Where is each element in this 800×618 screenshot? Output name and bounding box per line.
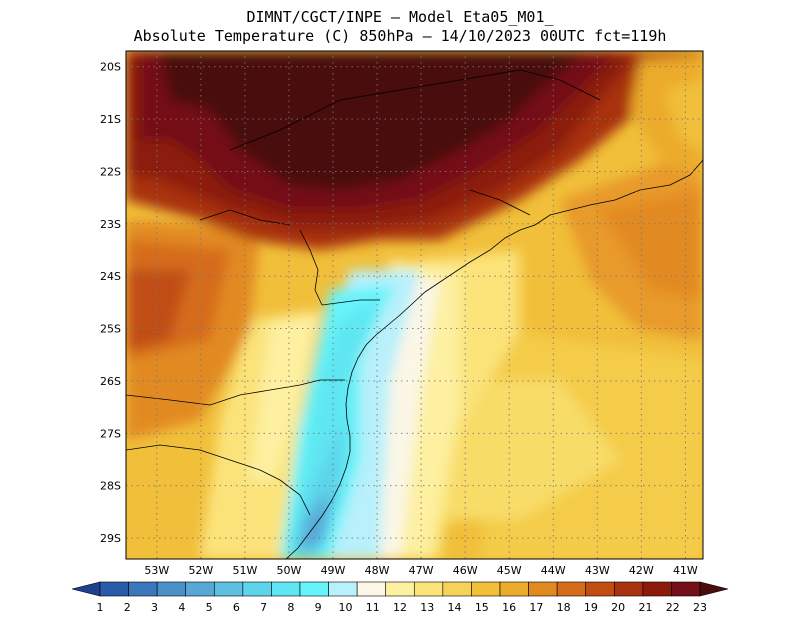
- colorbar-swatch: [499, 581, 529, 597]
- colorbar-label: 17: [529, 601, 543, 614]
- lat-tick-label: 26S: [100, 375, 121, 388]
- state-border-ms: [199, 209, 291, 226]
- colorbar-label: 21: [638, 601, 652, 614]
- colorbar-swatch: [385, 581, 415, 597]
- colorbar-swatch: [528, 581, 558, 597]
- colorbar-label: 13: [420, 601, 434, 614]
- lat-tick-label: 21S: [100, 113, 121, 126]
- colorbar-swatch: [442, 581, 472, 597]
- state-border-pr-sc: [126, 379, 345, 406]
- lon-tick-label: 41W: [673, 564, 698, 577]
- lat-tick-label: 29S: [100, 532, 121, 545]
- colorbar-label: 6: [233, 601, 240, 614]
- colorbar-label: 11: [366, 601, 380, 614]
- lat-tick-label: 24S: [100, 270, 121, 283]
- colorbar-label: 18: [557, 601, 571, 614]
- state-border-mg: [229, 69, 601, 151]
- colorbar-swatch: [128, 581, 158, 597]
- lat-tick-label: 23S: [100, 218, 121, 231]
- colorbar-swatch: [413, 581, 444, 597]
- colorbar-label: 20: [611, 601, 625, 614]
- colorbar-arrow-right: [699, 581, 729, 597]
- chart-title-line1: DIMNT/CGCT/INPE – Model Eta05_M01_: [246, 8, 554, 26]
- colorbar-label: 12: [393, 601, 407, 614]
- colorbar-label: 16: [502, 601, 516, 614]
- colorbar-swatch: [356, 581, 387, 597]
- colorbar-label: 22: [666, 601, 680, 614]
- colorbar-label: 1: [97, 601, 104, 614]
- colorbar-swatch: [213, 581, 244, 597]
- colorbar-swatch: [671, 581, 701, 597]
- colorbar-label: 7: [260, 601, 267, 614]
- colorbar-label: 9: [315, 601, 322, 614]
- colorbar-swatch: [156, 581, 187, 597]
- colorbar-swatch: [585, 581, 615, 597]
- colorbar-label: 10: [338, 601, 352, 614]
- colorbar-label: 19: [584, 601, 598, 614]
- axis-labels: 20S 21S 22S 23S 24S 25S 26S 27S 28S 29S 53W 52W 51W 5…: [100, 61, 698, 577]
- colorbar: 1 2 3 4 5 6 7 8 9 10 11 12 13 14 15 16 17 18 19 20 21 22 23: [71, 581, 729, 614]
- colorbar-swatch: [328, 581, 358, 597]
- lon-tick-label: 47W: [409, 564, 434, 577]
- colorbar-swatch: [99, 581, 129, 597]
- lat-tick-label: 20S: [100, 61, 121, 74]
- colorbar-label: 2: [124, 601, 131, 614]
- colorbar-label: 23: [693, 601, 707, 614]
- colorbar-label: 8: [287, 601, 294, 614]
- lon-tick-label: 43W: [585, 564, 610, 577]
- colorbar-label: 3: [151, 601, 158, 614]
- lat-tick-label: 25S: [100, 323, 121, 336]
- lat-tick-label: 22S: [100, 165, 121, 178]
- colorbar-swatch: [613, 581, 644, 597]
- lat-tick-label: 28S: [100, 480, 121, 493]
- colorbar-arrow-left: [71, 581, 101, 597]
- colorbar-swatch: [185, 581, 215, 597]
- chart-title-line2: Absolute Temperature (C) 850hPa – 14/10/…: [133, 27, 667, 45]
- lon-tick-label: 50W: [277, 564, 302, 577]
- colorbar-label: 15: [475, 601, 489, 614]
- temperature-field: [126, 51, 703, 559]
- lon-tick-label: 53W: [144, 564, 169, 577]
- lon-tick-label: 46W: [453, 564, 478, 577]
- lon-tick-label: 42W: [629, 564, 654, 577]
- colorbar-label: 14: [448, 601, 462, 614]
- coastline: [285, 159, 703, 559]
- grid-lines: [126, 51, 703, 559]
- lon-tick-label: 44W: [541, 564, 566, 577]
- state-border-sp-pr: [299, 229, 380, 306]
- colorbar-label: 5: [206, 601, 213, 614]
- colorbar-swatch: [556, 581, 587, 597]
- colorbar-swatch: [642, 581, 672, 597]
- colorbar-label: 4: [178, 601, 185, 614]
- colorbar-swatch: [299, 581, 329, 597]
- colorbar-swatch: [242, 581, 272, 597]
- lon-tick-label: 51W: [232, 564, 257, 577]
- lon-tick-label: 52W: [188, 564, 213, 577]
- map-frame: [125, 50, 704, 560]
- colorbar-swatch: [471, 581, 501, 597]
- colorbar-swatch: [271, 581, 301, 597]
- lat-tick-label: 27S: [100, 427, 121, 440]
- lon-tick-label: 45W: [497, 564, 522, 577]
- lon-tick-label: 48W: [365, 564, 390, 577]
- lon-tick-label: 49W: [321, 564, 346, 577]
- state-border-rj: [469, 189, 531, 216]
